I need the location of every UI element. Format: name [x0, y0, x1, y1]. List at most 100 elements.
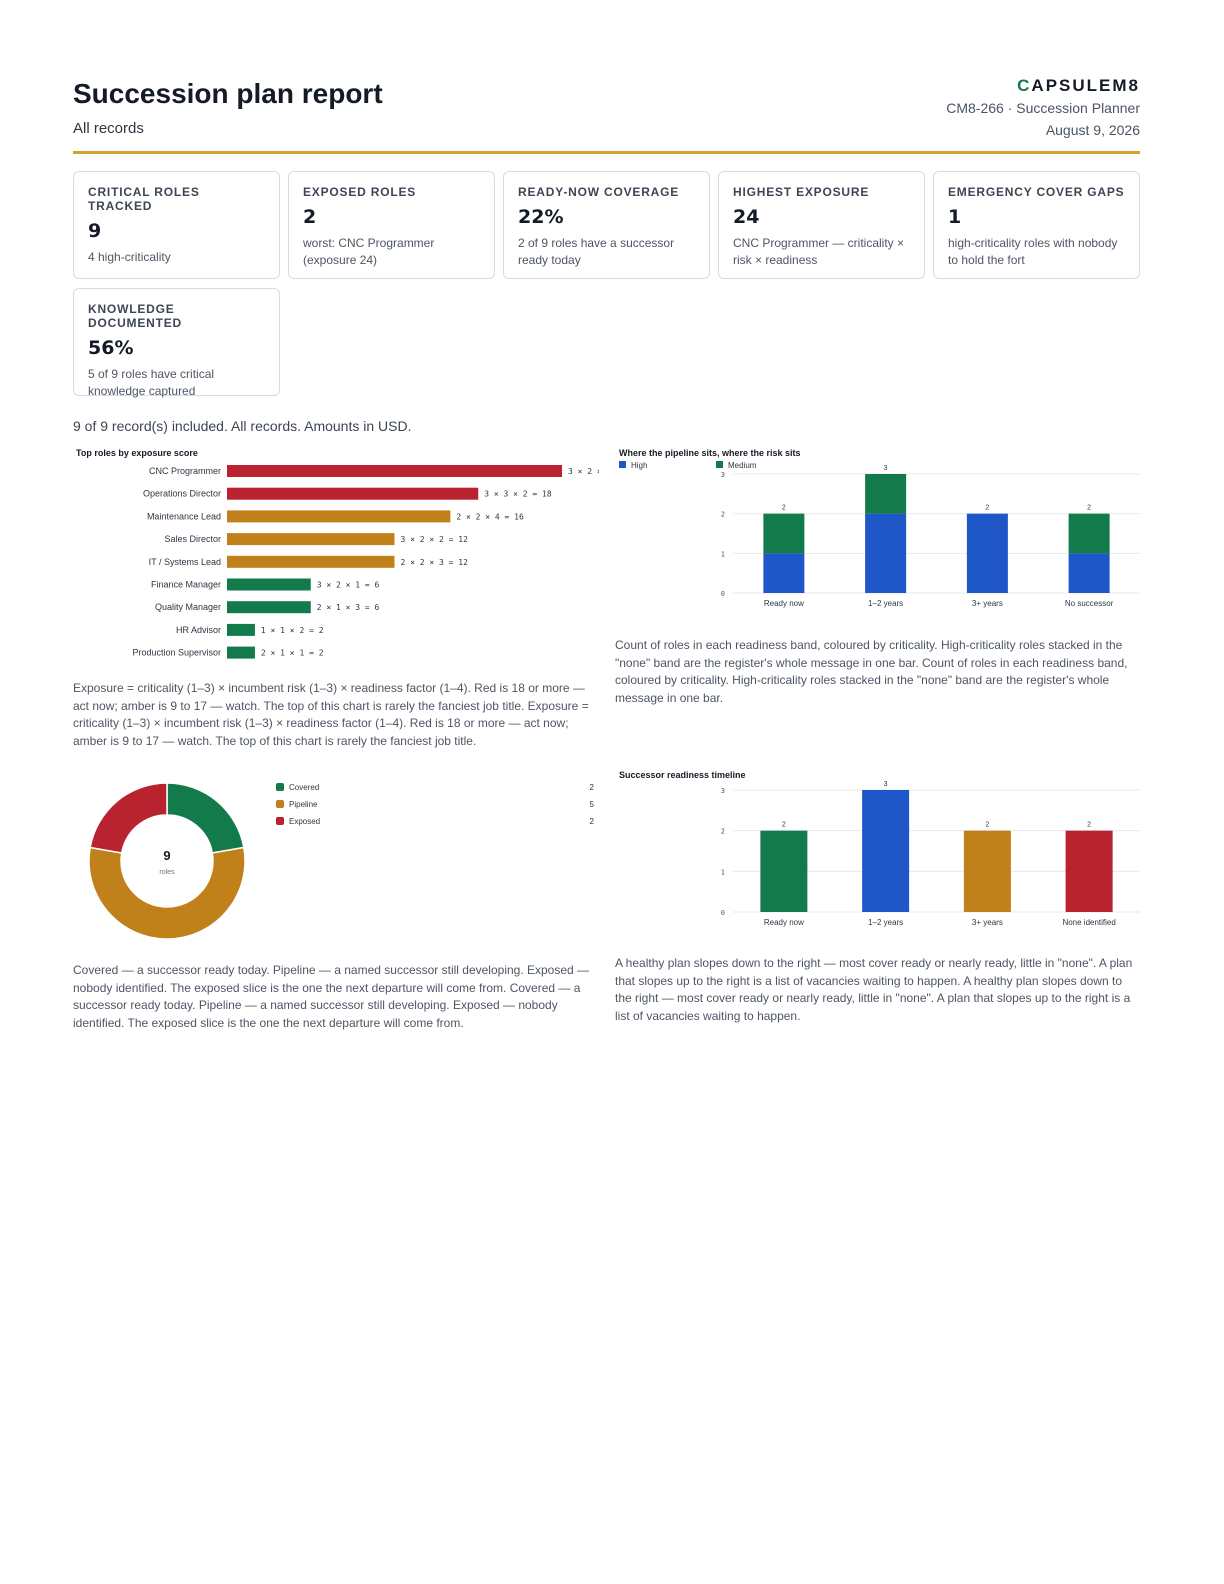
kpi-value: 9 — [88, 220, 102, 242]
bar-category-label: Maintenance Lead — [147, 511, 221, 521]
bar-value-label: 3 × 2 × 1 = 6 — [317, 581, 380, 590]
readiness-timeline-chart: Successor readiness timeline 0 1 2 3 2 Ready … — [619, 770, 1140, 927]
x-category-label: 3+ years — [972, 599, 1003, 608]
exposure-bar — [227, 533, 395, 546]
legend-swatch — [716, 461, 723, 468]
kpi-subtext: CNC Programmer — criticality × risk × re… — [733, 236, 905, 267]
timeline-bar — [963, 830, 1011, 912]
x-category-label: Ready now — [764, 599, 804, 608]
x-category-label: None identified — [1062, 918, 1115, 927]
legend-swatch — [276, 817, 284, 825]
donut-center-label: roles — [159, 869, 175, 876]
donut-slice — [88, 846, 246, 940]
bar-category-label: Quality Manager — [155, 602, 221, 612]
y-tick-label: 1 — [721, 550, 725, 558]
legend-label: High — [631, 461, 647, 470]
exposure-bar — [227, 510, 451, 523]
y-tick-label: 3 — [721, 787, 725, 795]
report-date: August 9, 2026 — [1045, 122, 1140, 138]
legend-label: Exposed — [289, 817, 320, 826]
bar-value-label: 2 — [985, 822, 989, 829]
exposure-bar — [227, 555, 395, 568]
kpi-label: Knowledge documented — [88, 302, 182, 330]
report-page: Succession plan report All records CAPSU… — [73, 0, 1140, 1584]
legend-label: Pipeline — [289, 800, 318, 809]
y-tick-label: 3 — [721, 471, 725, 479]
bar-value-label: 2 — [782, 822, 786, 829]
bar-total-label: 3 — [884, 465, 888, 472]
kpi-label: Exposed roles — [303, 185, 417, 199]
bar-category-label: Sales Director — [164, 534, 221, 544]
chart-title: Successor readiness timeline — [619, 770, 746, 780]
exposure-bar — [227, 465, 562, 477]
y-tick-label: 0 — [721, 590, 725, 598]
bar-category-label: Production Supervisor — [132, 648, 221, 658]
bar-total-label: 2 — [1087, 505, 1091, 512]
exposure-bar — [227, 623, 255, 636]
kpi-card-exposed-roles: Exposed roles 2 worst: CNC Programmer (e… — [288, 171, 495, 279]
bar-total-label: 2 — [985, 505, 989, 512]
legend-label: Covered — [289, 783, 319, 792]
bar-category-label: HR Advisor — [176, 625, 221, 635]
kpi-label: Highest exposure — [733, 185, 870, 199]
y-tick-label: 2 — [721, 511, 725, 519]
exposure-bar — [227, 578, 311, 591]
y-tick-label: 0 — [721, 909, 725, 917]
bar-value-label: 3 × 2 × 2 = 12 — [401, 535, 469, 544]
coverage-chart-caption: Covered — a successor ready today. Pipel… — [73, 963, 590, 1030]
x-category-label: 1–2 years — [868, 918, 903, 927]
bar-value-label: 2 × 1 × 1 = 2 — [261, 649, 324, 658]
kpi-subtext: worst: CNC Programmer (exposure 24) — [303, 236, 435, 267]
y-tick-label: 1 — [721, 868, 725, 876]
chart-title: Top roles by exposure score — [76, 448, 198, 458]
legend-value: 2 — [590, 817, 595, 826]
legend-label: Medium — [728, 461, 757, 470]
y-tick-label: 2 — [721, 828, 725, 836]
donut-slice — [166, 782, 245, 854]
kpi-card-highest-exposure: Highest exposure 24 CNC Programmer — cri… — [718, 171, 925, 279]
bar-value-label: 2 — [1087, 822, 1091, 829]
timeline-bar — [862, 790, 910, 912]
page-title: Succession plan report — [73, 78, 383, 109]
stacked-bar-segment — [1068, 513, 1110, 554]
page-subtitle: All records — [73, 120, 144, 137]
coverage-donut-chart: 9 roles Covered 2 Pipeline 5 Exposed 2 — [88, 782, 595, 940]
legend-swatch — [619, 461, 626, 468]
kpi-card-knowledge-documented: Knowledge documented 56% 5 of 9 roles ha… — [73, 288, 280, 398]
legend-swatch — [276, 783, 284, 791]
readiness-timeline-chart-panel: Successor readiness timeline 0 1 2 3 2 Ready … — [615, 765, 1140, 935]
legend-value: 5 — [590, 800, 595, 809]
pipeline-chart-caption: Count of roles in each readiness band, c… — [615, 638, 1128, 705]
bar-value-label: 2 × 2 × 3 = 12 — [401, 558, 469, 567]
stacked-bar-segment — [763, 513, 805, 554]
legend-swatch — [276, 800, 284, 808]
records-included-note: 9 of 9 record(s) included. All records. … — [73, 418, 412, 434]
bar-value-label: 2 × 2 × 4 = 16 — [456, 512, 524, 521]
kpi-label: Ready-now coverage — [518, 185, 680, 199]
bar-category-label: CNC Programmer — [149, 466, 221, 476]
exposure-bar — [227, 646, 255, 659]
kpi-value: 24 — [733, 206, 760, 228]
kpi-card-ready-now-coverage: Ready-now coverage 22% 2 of 9 roles have… — [503, 171, 710, 279]
bar-category-label: Operations Director — [143, 489, 221, 499]
chart-title: Where the pipeline sits, where the risk … — [619, 448, 801, 458]
bar-total-label: 2 — [782, 505, 786, 512]
bar-category-label: Finance Manager — [151, 580, 221, 590]
coverage-donut-chart-panel: 9 roles Covered 2 Pipeline 5 Exposed 2 — [73, 770, 603, 950]
kpi-label: Emergency cover gaps — [948, 185, 1125, 199]
x-category-label: 1–2 years — [868, 599, 903, 608]
bar-value-label: 3 × 3 × 2 = 18 — [484, 490, 552, 499]
kpi-subtext: high-criticality roles with nobody to ho… — [948, 236, 1118, 267]
exposure-bar-chart: Top roles by exposure score CNC Programm… — [76, 448, 636, 659]
kpi-value: 56% — [88, 337, 134, 359]
donut-center-value: 9 — [163, 848, 170, 863]
bar-value-label: 2 × 1 × 3 = 6 — [317, 603, 380, 612]
bar-value-label: 1 × 1 × 2 = 2 — [261, 626, 324, 635]
exposure-bar — [227, 601, 311, 614]
pipeline-stacked-chart-panel: Where the pipeline sits, where the risk … — [615, 444, 1140, 614]
label-clip — [599, 462, 603, 482]
brand-logo: CAPSULEM8 — [1017, 76, 1140, 96]
readiness-chart-caption: A healthy plan slopes down to the right … — [615, 956, 1133, 1023]
report-header: Succession plan report All records CAPSU… — [73, 72, 1140, 154]
kpi-subtext: 4 high-criticality — [88, 250, 171, 264]
